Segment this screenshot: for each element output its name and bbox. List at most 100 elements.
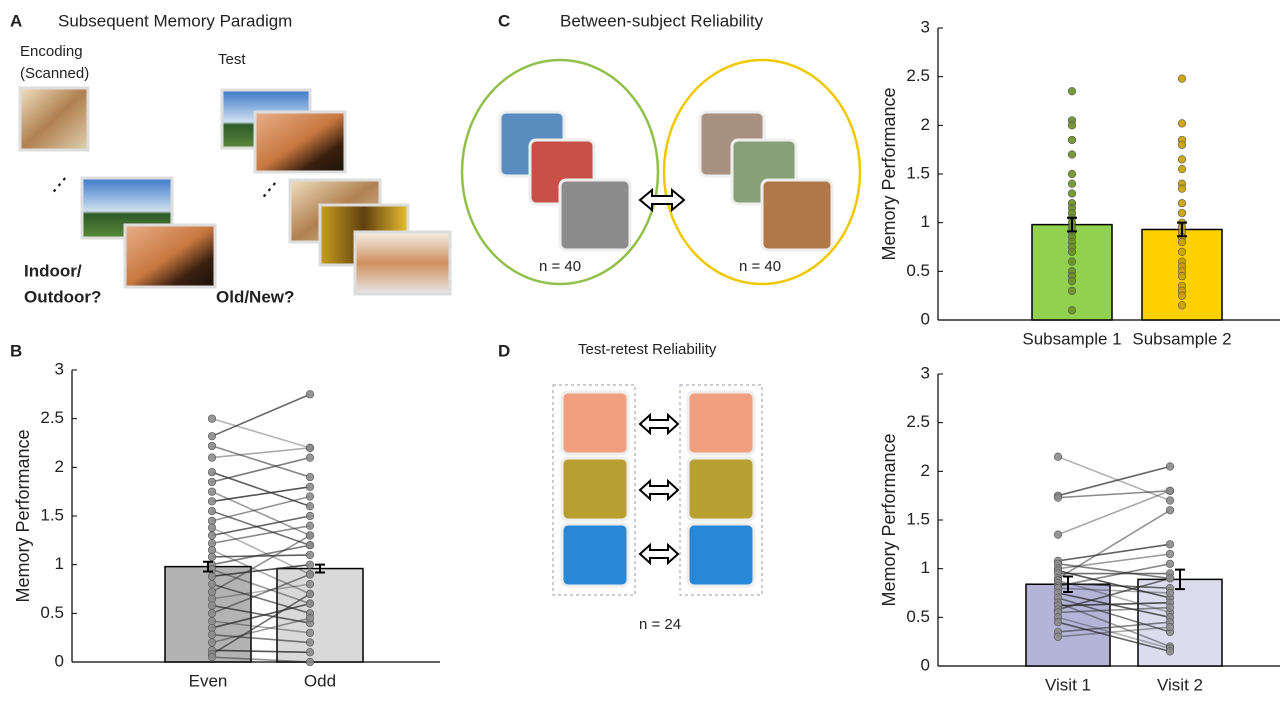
data-point [306, 571, 314, 579]
data-point [208, 524, 216, 532]
panel-letter: B [10, 341, 22, 360]
data-point [208, 442, 216, 450]
data-point [1068, 122, 1076, 130]
data-point [1166, 589, 1174, 597]
pair-line [1058, 510, 1170, 578]
data-point [306, 639, 314, 647]
panel-letter: C [498, 11, 510, 30]
data-point [208, 617, 216, 625]
data-point [208, 532, 216, 540]
sample-size: n = 24 [639, 616, 681, 633]
data-point [1178, 185, 1186, 193]
data-point [208, 653, 216, 661]
data-point [306, 512, 314, 520]
data-point [306, 532, 314, 540]
panel-title: Subsequent Memory Paradigm [58, 11, 292, 30]
photo [355, 232, 450, 294]
y-tick-label: 2.5 [906, 412, 930, 431]
data-point [1178, 272, 1186, 280]
data-point [1178, 209, 1186, 217]
data-point [1068, 87, 1076, 95]
y-tick-label: 1.5 [906, 163, 930, 182]
panel-letter: D [498, 341, 510, 360]
data-point [306, 580, 314, 588]
data-point [208, 624, 216, 632]
brain-icons [500, 112, 832, 250]
label: Encoding [20, 43, 83, 60]
sample-size: n = 40 [739, 258, 781, 275]
data-point [1166, 541, 1174, 549]
figure: A Subsequent Memory Paradigm Encoding (S… [0, 0, 1287, 697]
data-point [208, 517, 216, 525]
data-point [1178, 75, 1186, 83]
y-tick-label: 2 [921, 461, 930, 480]
data-point [306, 522, 314, 530]
data-point [208, 580, 216, 588]
data-point [306, 600, 314, 608]
data-point [1166, 487, 1174, 495]
data-point [1166, 648, 1174, 656]
data-point [1166, 506, 1174, 514]
data-point [1166, 560, 1174, 568]
data-point [208, 454, 216, 462]
data-point [1178, 141, 1186, 149]
x-tick-label: Visit 2 [1157, 675, 1203, 694]
panel-title: Between-subject Reliability [560, 11, 764, 30]
y-tick-label: 0 [55, 651, 64, 670]
y-axis-label: Memory Performance [879, 87, 899, 260]
data-point [306, 454, 314, 462]
data-point [306, 391, 314, 399]
data-point [208, 588, 216, 596]
data-point [1068, 170, 1076, 178]
data-point [1054, 531, 1062, 539]
panel-letter: A [10, 11, 22, 30]
data-point [1178, 199, 1186, 207]
data-point [1178, 120, 1186, 128]
data-point [208, 468, 216, 476]
data-point [208, 546, 216, 554]
data-point [1068, 248, 1076, 256]
label: Test [218, 51, 246, 68]
data-point [1166, 604, 1174, 612]
data-point [1054, 494, 1062, 502]
data-point [1178, 156, 1186, 164]
data-point [1166, 550, 1174, 558]
y-tick-label: 1.5 [40, 505, 64, 524]
y-tick-label: 2 [921, 115, 930, 134]
data-point [208, 478, 216, 486]
data-point [306, 614, 314, 622]
y-tick-label: 2 [55, 457, 64, 476]
data-point [1178, 165, 1186, 173]
data-point [1068, 277, 1076, 285]
y-tick-label: 0 [921, 309, 930, 328]
data-point [1054, 453, 1062, 461]
data-point [1166, 575, 1174, 583]
data-point [1054, 618, 1062, 626]
data-point [1068, 180, 1076, 188]
panel-title: Test-retest Reliability [578, 341, 717, 358]
data-point [208, 602, 216, 610]
data-point [1068, 287, 1076, 295]
pair-line [212, 516, 310, 535]
photo [20, 88, 88, 150]
ellipsis: ⋮ [43, 168, 76, 201]
data-point [208, 573, 216, 581]
x-tick-label: Even [189, 671, 228, 690]
sample-size: n = 40 [539, 258, 581, 275]
ellipsis: ⋮ [253, 173, 286, 206]
data-point [208, 631, 216, 639]
data-point [306, 502, 314, 510]
data-point [1068, 136, 1076, 144]
y-axis-label: Memory Performance [13, 429, 33, 602]
data-point [306, 444, 314, 452]
data-point [208, 553, 216, 561]
data-point [306, 551, 314, 559]
data-point [306, 473, 314, 481]
data-point [306, 493, 314, 501]
data-point [208, 539, 216, 547]
y-tick-label: 0.5 [906, 261, 930, 280]
pair-line [212, 394, 310, 436]
x-tick-label: Subsample 1 [1022, 329, 1121, 348]
data-point [306, 648, 314, 656]
photo [125, 225, 215, 287]
